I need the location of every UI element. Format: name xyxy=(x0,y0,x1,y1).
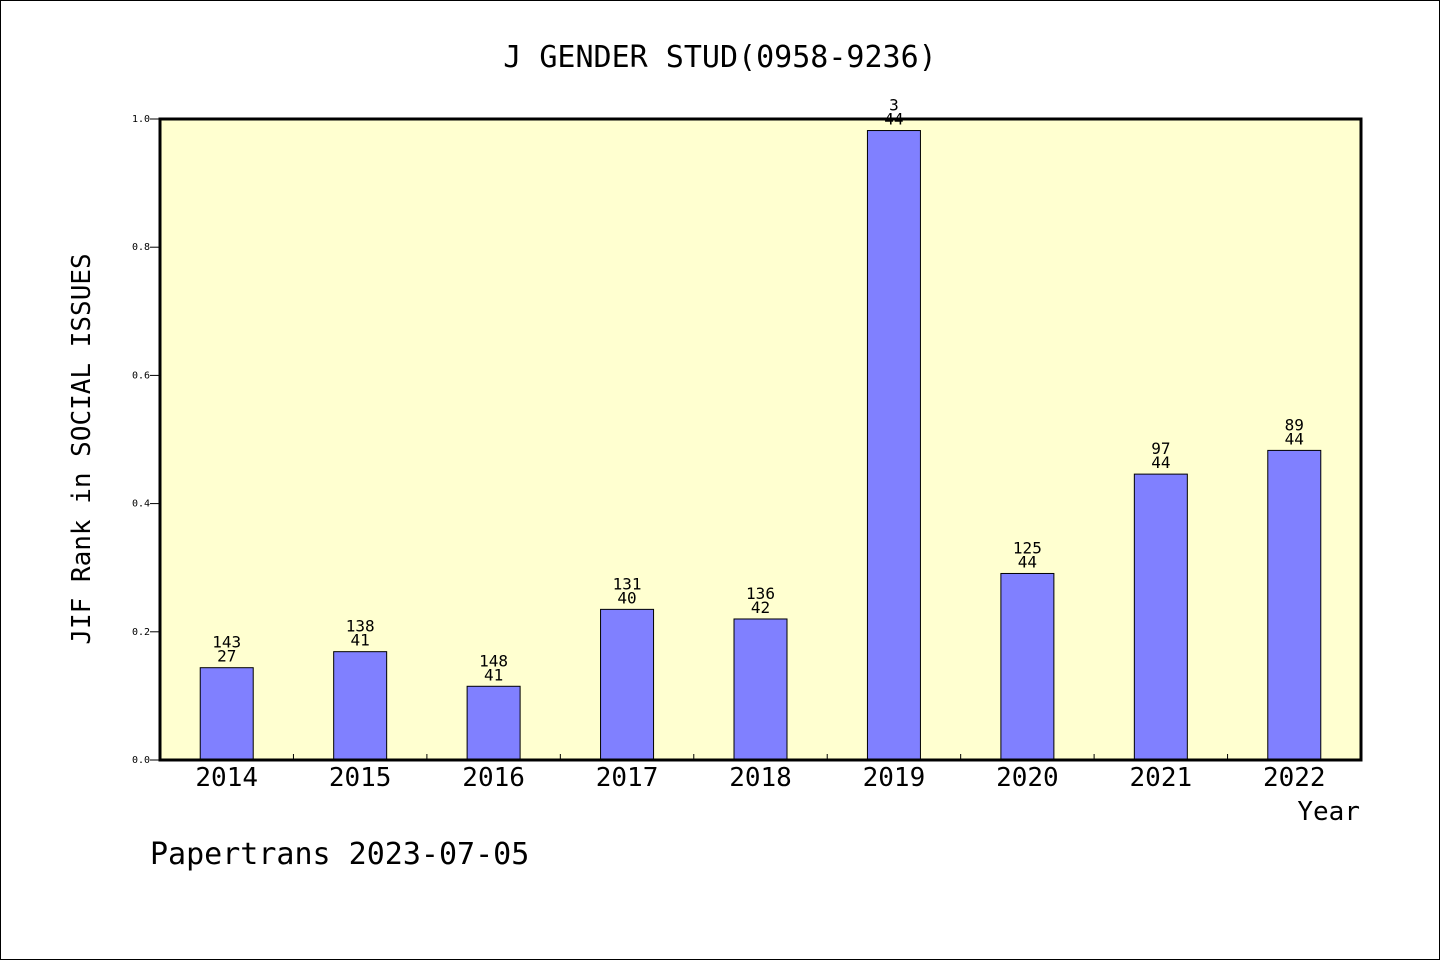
data-label-total-2015: 41 xyxy=(351,631,370,650)
data-label-rank-2020: 125 xyxy=(1013,538,1042,557)
x-tick-label-2018: 2018 xyxy=(729,763,792,793)
bar-2014 xyxy=(199,667,254,761)
bar-2019 xyxy=(866,130,921,761)
x-tick-label-2019: 2019 xyxy=(863,763,926,793)
y-axis-label: JIF Rank in SOCIAL ISSUES xyxy=(67,253,97,644)
bar-2020 xyxy=(1000,572,1055,761)
data-label-rank-2021: 97 xyxy=(1151,439,1170,458)
x-tick-label-2017: 2017 xyxy=(596,763,659,793)
bar-2021 xyxy=(1133,473,1188,761)
y-tick-label-0.2: 0.2 xyxy=(132,627,150,638)
data-label-rank-2016: 148 xyxy=(479,651,508,670)
data-label-rank-2019: 3 xyxy=(889,96,899,115)
x-tick-label-2022: 2022 xyxy=(1263,763,1326,793)
data-label-total-2014: 27 xyxy=(217,647,236,666)
data-label-total-2016: 41 xyxy=(484,665,503,684)
x-tick-label-2016: 2016 xyxy=(462,763,525,793)
y-axis: 0.0 0.2 0.4 0.6 0.8 1.0 xyxy=(132,114,160,766)
chart-title: J GENDER STUD(0958-9236) xyxy=(503,40,936,75)
x-tick-label-2021: 2021 xyxy=(1130,763,1193,793)
data-label-rank-2022: 89 xyxy=(1285,415,1304,434)
y-tick-label-0.6: 0.6 xyxy=(132,370,150,381)
data-label-rank-2018: 136 xyxy=(746,584,775,603)
data-label-total-2020: 44 xyxy=(1018,552,1037,571)
footer-credit: Papertrans 2023-07-05 xyxy=(150,837,529,872)
y-tick-label-0.0: 0.0 xyxy=(132,755,150,766)
data-label-total-2021: 44 xyxy=(1151,453,1170,472)
bar-2018 xyxy=(733,618,788,761)
y-tick-label-0.4: 0.4 xyxy=(132,499,150,510)
x-axis: 2014 2015 2016 2017 2018 2019 2020 2021 2022 xyxy=(195,754,1326,793)
bar-2015 xyxy=(333,651,388,761)
data-label-rank-2015: 138 xyxy=(346,617,375,636)
data-label-rank-2017: 131 xyxy=(613,574,642,593)
data-label-rank-2014: 143 xyxy=(212,633,241,652)
plot-frame xyxy=(158,117,1363,762)
y-tick-label-0.8: 0.8 xyxy=(132,242,150,253)
bars-layer xyxy=(199,130,1322,761)
data-label-total-2018: 42 xyxy=(751,598,770,617)
x-tick-label-2015: 2015 xyxy=(329,763,392,793)
y-tick-label-1.0: 1.0 xyxy=(132,114,150,125)
x-tick-label-2020: 2020 xyxy=(996,763,1059,793)
bar-2017 xyxy=(600,608,655,761)
x-tick-label-2014: 2014 xyxy=(195,763,258,793)
data-label-total-2017: 40 xyxy=(617,588,636,607)
data-label-total-2022: 44 xyxy=(1285,429,1304,448)
x-axis-label: Year xyxy=(1297,797,1360,827)
bar-2022 xyxy=(1267,449,1322,761)
bar-2016 xyxy=(466,685,521,761)
